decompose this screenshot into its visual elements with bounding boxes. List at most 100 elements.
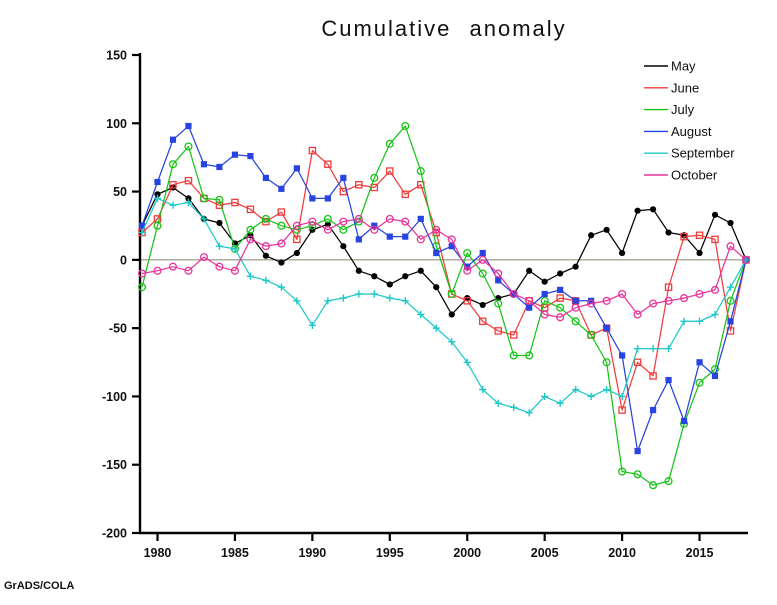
marker-filled-square <box>216 163 223 171</box>
marker-open-square <box>618 406 626 414</box>
marker-filled-circle <box>479 301 486 309</box>
marker-open-circle <box>246 225 255 234</box>
marker-open-circle <box>494 299 503 308</box>
marker-filled-square <box>169 136 177 143</box>
marker-open-circle <box>137 283 147 292</box>
marker-filled-square <box>433 249 440 257</box>
marker-open-square <box>463 297 471 305</box>
marker-open-circle <box>509 289 518 299</box>
marker-open-circle <box>540 310 549 319</box>
marker-filled-circle <box>262 252 269 259</box>
marker-filled-square <box>588 297 595 304</box>
y-tick-label: -100 <box>102 390 127 404</box>
marker-filled-circle <box>340 243 347 250</box>
marker-open-square <box>478 317 487 326</box>
marker-open-circle <box>602 358 611 367</box>
marker-open-circle <box>463 248 472 258</box>
marker-open-circle <box>184 266 193 275</box>
marker-open-circle <box>401 217 410 226</box>
marker-open-circle <box>618 289 627 299</box>
marker-filled-square <box>278 185 285 192</box>
marker-open-circle <box>354 214 363 223</box>
marker-open-circle <box>695 289 704 299</box>
marker-filled-square <box>464 263 471 270</box>
marker-open-circle <box>416 235 425 244</box>
y-tick-label: 0 <box>120 253 127 267</box>
marker-filled-square <box>619 352 626 359</box>
marker-open-square <box>494 327 502 335</box>
marker-open-circle <box>277 239 286 248</box>
marker-filled-circle <box>588 232 595 239</box>
marker-filled-circle <box>526 267 533 274</box>
marker-open-circle <box>664 296 673 305</box>
marker-open-circle <box>261 242 270 251</box>
marker-filled-square <box>448 243 455 250</box>
marker-open-circle <box>339 225 348 234</box>
x-tick-label: 1985 <box>221 546 249 560</box>
marker-filled-square <box>138 222 146 229</box>
marker-open-circle <box>556 303 565 312</box>
marker-open-square <box>386 167 394 175</box>
y-tick-label: 150 <box>106 49 127 63</box>
marker-open-circle <box>447 235 456 244</box>
marker-open-circle <box>168 262 178 271</box>
marker-filled-circle <box>402 273 409 280</box>
marker-open-circle <box>199 194 208 203</box>
marker-open-square <box>169 180 177 189</box>
marker-open-square <box>509 331 518 339</box>
marker-filled-square <box>402 233 409 240</box>
y-tick-label: -150 <box>102 458 127 472</box>
marker-filled-square <box>293 165 300 172</box>
marker-open-circle <box>571 303 580 312</box>
marker-open-circle <box>137 269 147 278</box>
legend-label-october: October <box>671 168 718 183</box>
marker-filled-square <box>340 174 347 182</box>
marker-open-square <box>401 190 410 199</box>
marker-open-square <box>184 176 193 185</box>
x-tick-label: 1980 <box>144 546 172 560</box>
marker-open-circle <box>741 255 751 264</box>
legend-label-may: May <box>671 59 696 74</box>
marker-filled-square <box>386 233 393 240</box>
legend-label-september: September <box>671 146 735 161</box>
marker-filled-square <box>479 249 486 257</box>
x-tick-label: 1990 <box>298 546 326 560</box>
marker-open-circle <box>664 477 673 486</box>
x-tick-label: 2000 <box>453 546 481 560</box>
marker-filled-square <box>355 236 362 243</box>
series-line-july <box>141 125 747 486</box>
marker-open-square <box>664 283 673 291</box>
y-tick-label: -200 <box>102 527 127 541</box>
marker-open-circle <box>416 167 425 176</box>
series-line-september <box>141 197 747 414</box>
marker-open-square <box>711 235 719 244</box>
marker-open-circle <box>370 173 379 182</box>
marker-filled-square <box>572 297 579 304</box>
marker-filled-circle <box>355 267 362 274</box>
marker-open-square <box>649 372 657 380</box>
marker-filled-square <box>711 372 719 380</box>
marker-filled-square <box>309 195 316 202</box>
marker-filled-circle <box>386 281 393 288</box>
x-tick-label: 2005 <box>531 546 559 560</box>
marker-filled-circle <box>324 221 331 228</box>
marker-open-circle <box>230 266 239 275</box>
x-tick-label: 2015 <box>686 546 714 560</box>
marker-open-circle <box>478 255 487 264</box>
marker-filled-square <box>680 417 688 425</box>
marker-filled-square <box>154 178 161 186</box>
marker-filled-square <box>634 447 641 455</box>
marker-open-square <box>293 235 301 244</box>
marker-filled-circle <box>727 219 734 227</box>
marker-filled-circle <box>278 259 285 266</box>
marker-open-circle <box>540 296 549 305</box>
marker-open-circle <box>695 378 704 387</box>
marker-open-square <box>277 208 286 216</box>
marker-open-square <box>231 198 239 207</box>
grads-credit: GrADS/COLA <box>4 580 75 592</box>
marker-open-circle <box>478 269 487 278</box>
marker-filled-circle <box>711 211 719 218</box>
marker-filled-circle <box>293 249 300 257</box>
marker-open-circle <box>726 242 735 251</box>
marker-open-circle <box>153 221 162 230</box>
